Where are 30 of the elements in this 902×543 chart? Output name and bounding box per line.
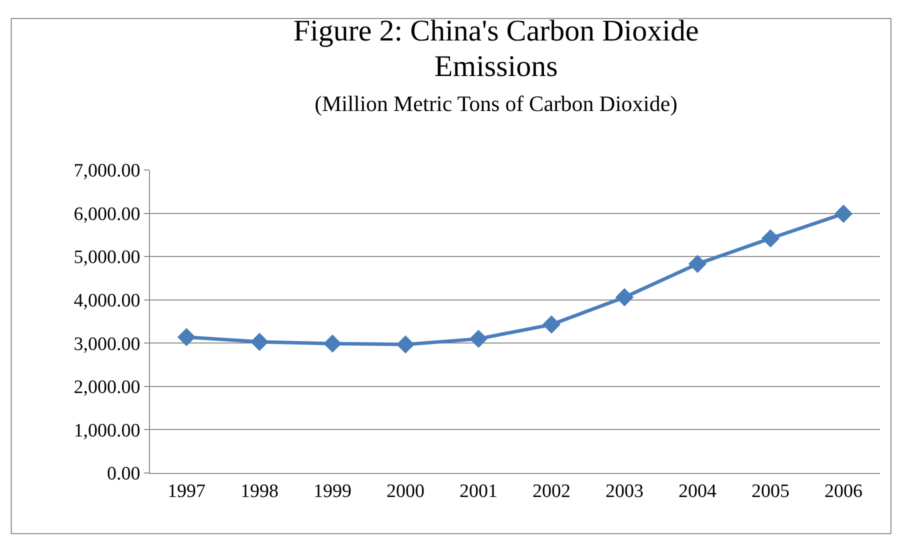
y-tick-label: 1,000.00 — [74, 420, 140, 442]
x-tick-label: 1999 — [314, 480, 352, 502]
chart-subtitle: (Million Metric Tons of Carbon Dioxide) — [314, 90, 678, 116]
point — [834, 204, 853, 223]
y-tick-label: 2,000.00 — [74, 377, 140, 398]
x-tick-label: 2005 — [752, 480, 790, 502]
point — [250, 332, 269, 351]
point — [542, 315, 561, 334]
y-tick-label: 3,000.00 — [74, 334, 140, 355]
x-tick-label: 2000 — [386, 480, 424, 502]
y-tick-label: 5,000.00 — [74, 247, 140, 268]
point — [177, 328, 196, 346]
point — [761, 229, 780, 248]
x-tick-label: 1997 — [168, 480, 206, 502]
y-tick-label: 7,000.00 — [74, 160, 140, 182]
x-tick-label: 2003 — [606, 480, 644, 502]
chart-title: Figure 2: China's Carbon Dioxide Emissions — [293, 14, 699, 83]
y-tick-label: 6,000.00 — [74, 204, 140, 225]
x-tick-label: 2001 — [460, 480, 498, 502]
point — [323, 334, 342, 353]
y-tick-label: 4,000.00 — [74, 290, 140, 312]
x-tick-label: 2004 — [678, 480, 717, 502]
x-tick-label: 1998 — [240, 480, 278, 502]
x-tick-label: 2006 — [824, 480, 862, 502]
y-tick-label: 0.00 — [106, 464, 140, 485]
point — [469, 330, 488, 348]
point — [688, 254, 707, 274]
point — [615, 288, 634, 306]
point — [396, 335, 415, 354]
x-tick-label: 2002 — [532, 480, 570, 502]
